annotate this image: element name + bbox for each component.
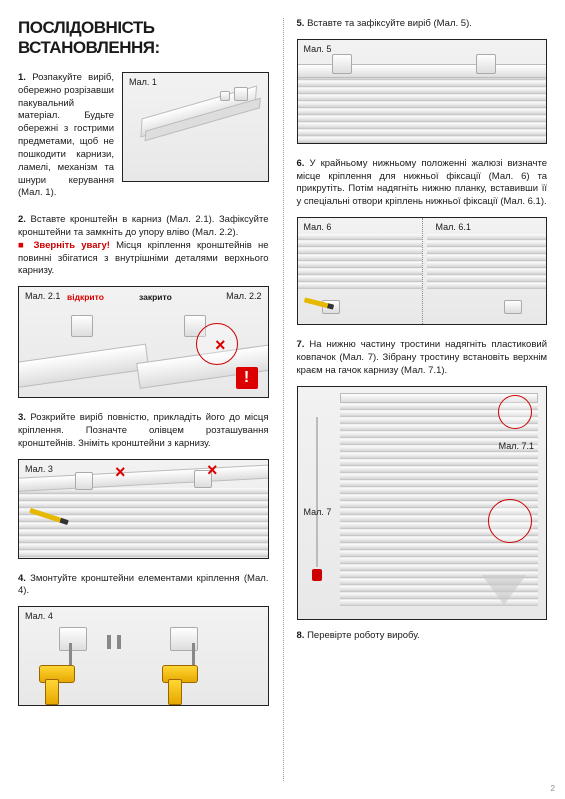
step-3-body: Розкрийте виріб повністю, прикладіть йог…: [18, 412, 269, 449]
step-7-body: На нижню частину тростини надягніть плас…: [297, 339, 548, 376]
screw-icon: [107, 635, 111, 649]
bracket-icon: [59, 627, 87, 651]
sub-divider: [422, 218, 423, 324]
step-5-body: Вставте та зафіксуйте виріб (Мал. 5).: [307, 18, 472, 29]
bracket-icon: [75, 472, 93, 490]
step-5-text: 5. Вставте та зафіксуйте виріб (Мал. 5).: [297, 18, 548, 31]
figure-6: Мал. 6 Мал. 6.1: [297, 217, 548, 325]
figure-71-label: Мал. 7.1: [499, 441, 534, 451]
figure-2: Мал. 2.1 Мал. 2.2 відкрито закрито ! ×: [18, 286, 269, 398]
warn-label: Зверніть увагу!: [33, 240, 109, 251]
part-icon: [220, 91, 230, 101]
step-8-text: 8. Перевірте роботу виробу.: [297, 630, 548, 643]
step-1-body: Розпакуйте виріб, обережно розрізавши па…: [18, 72, 114, 198]
step-6-body: У крайньому нижньому положенні жалюзі ви…: [297, 158, 548, 207]
step-2-text: 2. Вставте кронштейн в карниз (Мал. 2.1)…: [18, 214, 269, 278]
figure-6-label: Мал. 6: [304, 222, 332, 232]
step-1-num: 1.: [18, 72, 26, 83]
bracket-icon: [476, 54, 496, 74]
figure-22-label: Мал. 2.2: [226, 291, 261, 301]
blinds-icon: [19, 488, 268, 558]
screw-icon: [117, 635, 121, 649]
step-3-text: 3. Розкрийте виріб повністю, прикладіть …: [18, 412, 269, 450]
x-mark-icon: ×: [215, 335, 226, 356]
bracket-open-icon: [71, 315, 93, 337]
bottom-clip-icon: [504, 300, 522, 314]
figure-4-label: Мал. 4: [25, 611, 53, 621]
blinds-right-icon: [427, 234, 546, 324]
column-divider: [283, 18, 284, 781]
step-8-num: 8.: [297, 630, 305, 641]
drill-icon: [162, 665, 212, 706]
figure-21-label: Мал. 2.1: [25, 291, 60, 301]
step-8-body: Перевірте роботу виробу.: [307, 630, 420, 641]
alert-icon: !: [236, 367, 258, 389]
step-6-text: 6. У крайньому нижньому положенні жалюзі…: [297, 158, 548, 209]
step-4-body: Змонтуйте кронштейни елементами кріпленн…: [18, 573, 269, 597]
step-2a-body: Вставте кронштейн в карниз (Мал. 2.1). З…: [18, 214, 269, 238]
step-5-num: 5.: [297, 18, 305, 29]
blinds-icon: [298, 74, 547, 143]
wand-icon: [316, 417, 318, 567]
figure-7: Мал. 7 Мал. 7.1: [297, 386, 548, 620]
blinds-left-icon: [298, 234, 422, 324]
step-7-text: 7. На нижню частину тростини надягніть п…: [297, 339, 548, 377]
detail-circle-icon: [498, 395, 532, 429]
figure-7-label: Мал. 7: [304, 507, 332, 517]
warn-square-icon: ■: [18, 240, 33, 251]
left-column: ПОСЛІДОВНІСТЬ ВСТАНОВЛЕННЯ: 1. Розпакуйт…: [0, 0, 283, 799]
page-number: 2: [551, 784, 555, 793]
right-column: 5. Вставте та зафіксуйте виріб (Мал. 5).…: [283, 0, 565, 799]
wand-cap-icon: [312, 569, 322, 581]
step-7-num: 7.: [297, 339, 305, 350]
figure-5-label: Мал. 5: [304, 44, 332, 54]
step-4-text: 4. Змонтуйте кронштейни елементами кріпл…: [18, 573, 269, 599]
detail-circle-icon: [488, 499, 532, 543]
page-title: ПОСЛІДОВНІСТЬ ВСТАНОВЛЕННЯ:: [18, 18, 269, 58]
rail-left-icon: [18, 344, 149, 389]
figure-3: Мал. 3 × ×: [18, 459, 269, 559]
figure-1: Мал. 1: [122, 72, 269, 182]
figure-5: Мал. 5: [297, 39, 548, 144]
drill-icon: [39, 665, 89, 706]
part-icon: [234, 87, 248, 101]
arrow-down-icon: [482, 575, 526, 605]
figure-4: Мал. 4: [18, 606, 269, 706]
step-4-num: 4.: [18, 573, 26, 584]
bracket-icon: [332, 54, 352, 74]
figure-1-label: Мал. 1: [129, 77, 157, 87]
figure-61-label: Мал. 6.1: [436, 222, 471, 232]
step-6-num: 6.: [297, 158, 305, 169]
step-1-text: 1. Розпакуйте виріб, обережно розрізавши…: [18, 72, 114, 200]
step-1-row: 1. Розпакуйте виріб, обережно розрізавши…: [18, 72, 269, 200]
open-label: відкрито: [67, 292, 104, 302]
x-mark-icon: ×: [207, 460, 218, 481]
step-2-num: 2.: [18, 214, 26, 225]
step-3-num: 3.: [18, 412, 26, 423]
figure-3-label: Мал. 3: [25, 464, 53, 474]
closed-label: закрито: [139, 292, 172, 302]
x-mark-icon: ×: [115, 462, 126, 483]
